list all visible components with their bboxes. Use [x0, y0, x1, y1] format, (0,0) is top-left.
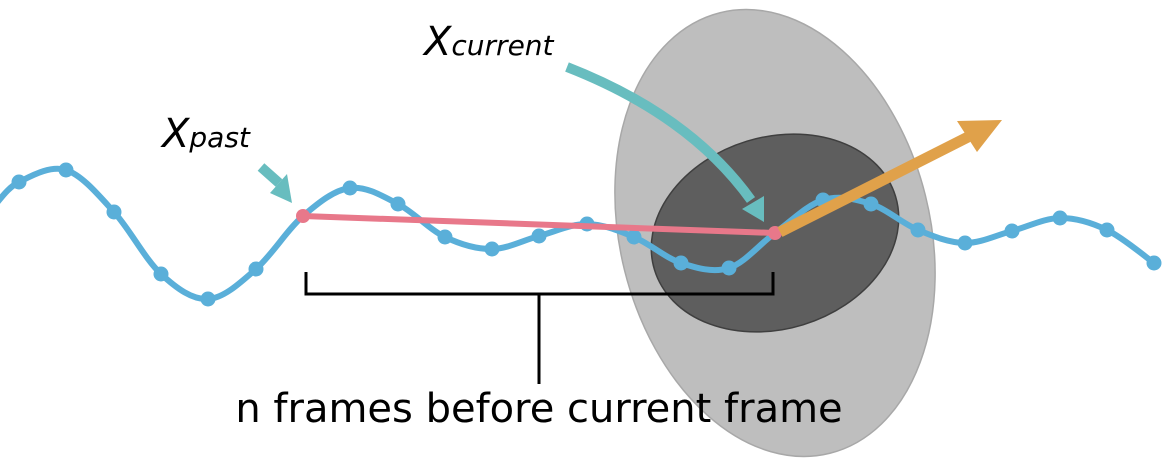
x-past-base: X	[162, 111, 190, 157]
trajectory-point	[1052, 210, 1068, 226]
frames-bracket	[304, 272, 775, 384]
trajectory-point	[531, 228, 547, 244]
trajectory-curve	[0, 165, 1157, 302]
trajectory-point	[390, 196, 406, 212]
x-current-subscript: current	[451, 29, 554, 62]
trajectory-point	[626, 229, 642, 245]
trajectory-point	[153, 266, 169, 282]
trajectory-point	[1146, 255, 1162, 271]
frames-caption: n frames before current frame	[235, 386, 843, 432]
x-current-base: X	[424, 19, 452, 65]
trajectory-point	[673, 255, 689, 271]
trajectory-point	[58, 162, 74, 178]
past-to-current-segment	[300, 213, 778, 236]
direction-arrow-head	[957, 120, 1002, 152]
trajectory-point	[200, 291, 216, 307]
x-past-label: Xpast	[162, 114, 250, 154]
current-pointer-arrow-head	[742, 196, 764, 222]
trajectory-point	[484, 241, 500, 257]
trajectory-points	[11, 162, 1162, 307]
trajectory-point	[342, 180, 358, 196]
current-point	[768, 226, 782, 240]
past-pointer-arrow-head	[270, 174, 292, 203]
current-pointer-arrow-shaft	[565, 62, 756, 203]
trajectory-point	[1099, 222, 1115, 238]
trajectory-point	[957, 235, 973, 251]
trajectory-point	[721, 260, 737, 276]
past-pointer-arrow-shaft	[257, 163, 283, 187]
trajectory-point	[910, 222, 926, 238]
trajectory-point	[437, 229, 453, 245]
direction-arrow-shaft	[777, 132, 971, 237]
x-past-subscript: past	[189, 121, 250, 154]
trajectory-point	[248, 261, 264, 277]
past-point	[296, 209, 310, 223]
trajectory-point	[11, 174, 27, 190]
trajectory-point	[863, 196, 879, 212]
trajectory-point	[1004, 223, 1020, 239]
trajectory-point	[106, 204, 122, 220]
x-current-label: Xcurrent	[424, 22, 554, 62]
